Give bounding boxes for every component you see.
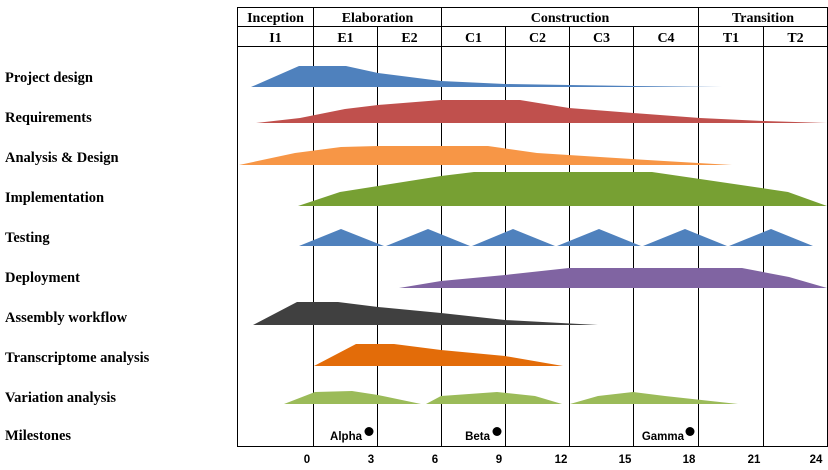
phase-headers: Inception Elaboration Construction Trans… <box>247 11 794 26</box>
effort-shape-requirements <box>256 100 827 123</box>
testing-cycle-shape <box>729 229 813 246</box>
workflow-label-assembly-workflow: Assembly workflow <box>5 310 128 326</box>
iteration-label-e2: E2 <box>401 31 417 46</box>
iteration-label-c1: C1 <box>465 31 482 46</box>
workflow-label-project-design: Project design <box>5 70 93 86</box>
effort-shape-deployment <box>399 268 827 288</box>
effort-shape-transcriptome-analysis <box>314 344 563 366</box>
tick-label-12: 12 <box>555 454 568 466</box>
iteration-label-c4: C4 <box>657 31 674 46</box>
testing-cycle-shape <box>557 229 641 246</box>
effort-shape-variation-analysis <box>284 391 738 404</box>
workflow-shapes <box>239 66 827 404</box>
effort-shape-assembly-workflow <box>253 302 598 325</box>
iteration-headers: I1 E1 E2 C1 C2 C3 C4 T1 T2 <box>269 31 803 46</box>
phase-label-construction: Construction <box>531 11 610 26</box>
tick-label-3: 3 <box>368 454 374 466</box>
milestone-marker-gamma <box>685 427 695 436</box>
milestone-label-beta: Beta <box>465 431 491 443</box>
milestone-alpha: Alpha <box>330 427 374 443</box>
tick-label-6: 6 <box>432 454 438 466</box>
workflow-label-transcriptome-analysis: Transcriptome analysis <box>5 350 150 366</box>
iteration-label-e1: E1 <box>337 31 353 46</box>
workflow-label-testing: Testing <box>5 230 50 246</box>
milestone-marker-beta <box>492 427 502 436</box>
iteration-label-t2: T2 <box>787 31 803 46</box>
effort-shape-project-design <box>251 66 722 87</box>
workflow-label-milestones: Milestones <box>5 428 71 444</box>
timeline-grid <box>237 7 828 447</box>
iteration-label-c3: C3 <box>593 31 610 46</box>
testing-cycle-shape <box>299 229 384 246</box>
iteration-label-i1: I1 <box>269 31 281 46</box>
effort-shape-analysis-design <box>239 146 732 165</box>
milestone-gamma: Gamma <box>642 427 695 443</box>
iteration-label-t1: T1 <box>723 31 739 46</box>
workflow-label-variation-analysis: Variation analysis <box>5 390 116 406</box>
phase-label-elaboration: Elaboration <box>342 11 414 26</box>
effort-shape-testing <box>299 229 813 246</box>
tick-label-21: 21 <box>748 454 761 466</box>
workflow-label-requirements: Requirements <box>5 110 92 126</box>
variation-analysis-cycle-shape <box>426 392 562 404</box>
variation-analysis-cycle-shape <box>570 392 738 404</box>
workflow-labels: Project design Requirements Analysis & D… <box>5 70 150 444</box>
testing-cycle-shape <box>472 229 555 246</box>
phase-label-transition: Transition <box>732 11 794 26</box>
milestone-beta: Beta <box>465 427 502 443</box>
tick-label-24: 24 <box>810 454 823 466</box>
workflow-label-deployment: Deployment <box>5 270 80 286</box>
phase-label-inception: Inception <box>247 11 304 26</box>
milestone-label-alpha: Alpha <box>330 431 363 443</box>
milestone-marker-alpha <box>364 427 374 436</box>
effort-shape-implementation <box>298 172 827 206</box>
timeline-tick-labels: 0 3 6 9 12 15 18 21 24 <box>304 454 823 466</box>
iteration-label-c2: C2 <box>529 31 546 46</box>
testing-cycle-shape <box>386 229 470 246</box>
testing-cycle-shape <box>643 229 727 246</box>
workflow-label-analysis-design: Analysis & Design <box>5 150 119 166</box>
tick-label-18: 18 <box>683 454 696 466</box>
milestones: Alpha Beta Gamma <box>330 427 695 443</box>
workflow-label-implementation: Implementation <box>5 190 104 206</box>
tick-label-9: 9 <box>496 454 502 466</box>
milestone-label-gamma: Gamma <box>642 431 685 443</box>
variation-analysis-cycle-shape <box>284 391 421 404</box>
tick-label-0: 0 <box>304 454 310 466</box>
tick-label-15: 15 <box>619 454 632 466</box>
